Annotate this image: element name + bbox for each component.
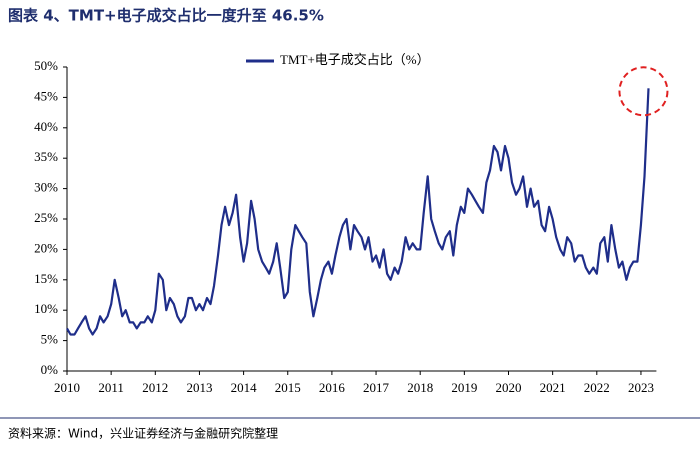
legend-label: TMT+电子成交占比（%）: [280, 52, 430, 67]
y-tick-label: 5%: [41, 332, 59, 347]
x-tick-label: 2010: [54, 380, 80, 395]
x-tick-label: 2013: [186, 380, 212, 395]
x-tick-label: 2016: [319, 380, 346, 395]
y-tick-label: 10%: [34, 301, 58, 316]
y-tick-label: 15%: [34, 271, 58, 286]
x-tick-label: 2014: [231, 380, 258, 395]
x-tick-label: 2015: [275, 380, 301, 395]
highlight-circle: [618, 66, 669, 117]
y-tick-label: 20%: [34, 240, 58, 255]
x-tick-label: 2020: [496, 380, 522, 395]
y-tick-label: 45%: [34, 88, 58, 103]
x-tick-label: 2023: [628, 380, 654, 395]
x-tick-label: 2019: [451, 380, 477, 395]
x-tick-label: 2018: [407, 380, 433, 395]
y-tick-label: 0%: [41, 362, 59, 377]
y-tick-label: 40%: [34, 119, 58, 134]
x-tick-label: 2012: [142, 380, 168, 395]
source: 资料来源：Wind，兴业证券经济与金融研究院整理: [8, 426, 278, 441]
x-tick-label: 2022: [584, 380, 610, 395]
y-tick-label: 35%: [34, 149, 58, 164]
y-tick-label: 30%: [34, 180, 58, 195]
x-tick-label: 2011: [98, 380, 124, 395]
x-tick-label: 2021: [540, 380, 566, 395]
y-tick-label: 50%: [34, 58, 58, 73]
chart-title: 图表 4、TMT+电子成交占比一度升至 46.5%: [8, 7, 324, 25]
y-tick-label: 25%: [34, 210, 58, 225]
x-tick-label: 2017: [363, 380, 390, 395]
data-line: [66, 88, 650, 336]
